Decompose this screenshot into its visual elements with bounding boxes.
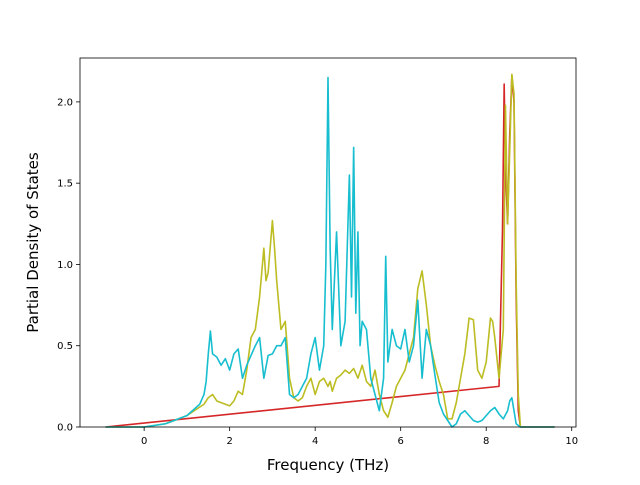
y-tick-label: 1.5 bbox=[57, 179, 73, 190]
x-axis-label: Frequency (THz) bbox=[267, 456, 389, 474]
y-tick-label: 0.5 bbox=[57, 341, 73, 352]
x-tick-label: 10 bbox=[565, 436, 578, 447]
y-axis-label: Partial Density of States bbox=[24, 152, 42, 333]
y-tick-label: 0.0 bbox=[57, 423, 73, 434]
series-layer bbox=[105, 73, 555, 428]
y-tick-label: 2.0 bbox=[57, 97, 73, 108]
x-tick-label: 2 bbox=[226, 436, 232, 447]
y-axis-ticks: 0.0 0.5 1.0 1.5 2.0 bbox=[57, 97, 80, 434]
x-tick-label: 0 bbox=[141, 436, 147, 447]
x-tick-label: 8 bbox=[483, 436, 489, 447]
series-line-2 bbox=[105, 76, 555, 428]
x-tick-label: 4 bbox=[312, 436, 318, 447]
series-line-1 bbox=[105, 73, 555, 428]
x-tick-label: 6 bbox=[398, 436, 404, 447]
y-tick-label: 1.0 bbox=[57, 260, 73, 271]
x-axis-ticks: 0 2 4 6 8 10 bbox=[141, 427, 578, 447]
plot-frame bbox=[79, 57, 577, 428]
